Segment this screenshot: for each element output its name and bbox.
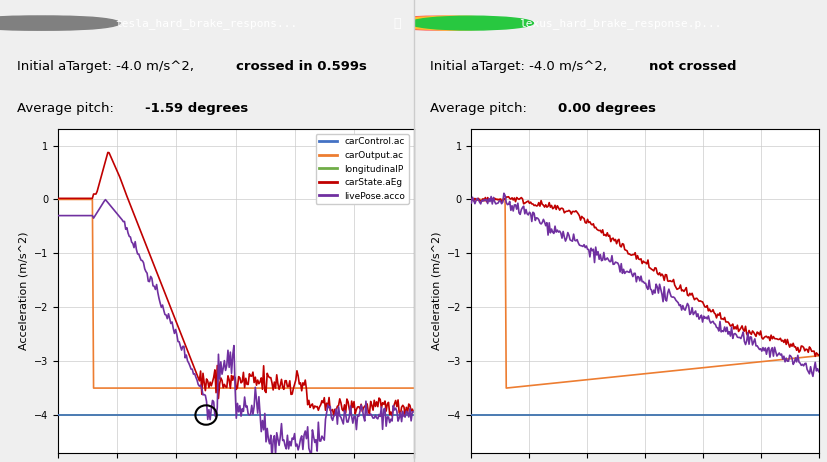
Text: crossed in 0.599s: crossed in 0.599s: [236, 61, 366, 73]
Text: not crossed: not crossed: [649, 61, 737, 73]
Circle shape: [0, 16, 87, 30]
Circle shape: [409, 16, 533, 30]
Legend: carControl.ac, carOutput.ac, longitudinalP, carState.aEg, livePose.acco: carControl.ac, carOutput.ac, longitudina…: [316, 134, 409, 204]
Text: Initial aTarget: -4.0 m/s^2,: Initial aTarget: -4.0 m/s^2,: [430, 61, 611, 73]
Text: Average pitch:: Average pitch:: [430, 102, 531, 115]
Text: lexus_hard_brake_response.p...: lexus_hard_brake_response.p...: [519, 18, 721, 29]
Text: -1.59 degrees: -1.59 degrees: [145, 102, 248, 115]
Text: Average pitch:: Average pitch:: [17, 102, 117, 115]
Y-axis label: Acceleration (m/s^2): Acceleration (m/s^2): [18, 232, 28, 350]
Text: Initial aTarget: -4.0 m/s^2,: Initial aTarget: -4.0 m/s^2,: [17, 61, 198, 73]
Text: ⓘ: ⓘ: [394, 17, 401, 30]
Circle shape: [0, 16, 103, 30]
Y-axis label: Acceleration (m/s^2): Acceleration (m/s^2): [432, 232, 442, 350]
Circle shape: [376, 16, 500, 30]
Text: tesla_hard_brake_respons...: tesla_hard_brake_respons...: [116, 18, 298, 29]
Circle shape: [0, 16, 120, 30]
Text: 0.00 degrees: 0.00 degrees: [558, 102, 657, 115]
Circle shape: [393, 16, 517, 30]
